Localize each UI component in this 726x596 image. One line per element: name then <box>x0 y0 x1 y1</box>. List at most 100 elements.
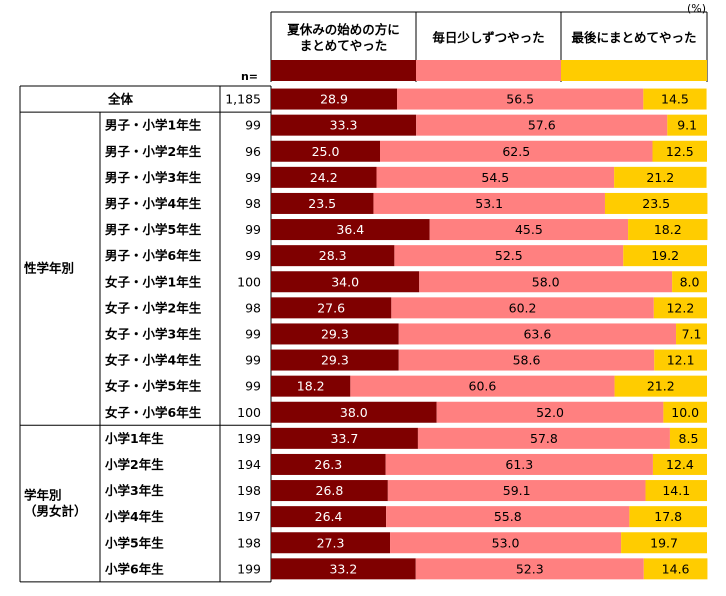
bar-r13-s1 <box>417 427 670 449</box>
bar-r8-s0 <box>271 297 392 319</box>
bar-r17-s2 <box>621 532 707 554</box>
bar-r0-s0 <box>271 88 398 110</box>
value-label-r10-s1: 58.6 <box>513 353 541 368</box>
category-label-3: 男子・小学3年生 <box>105 170 202 185</box>
legend-swatch-0 <box>271 60 416 81</box>
value-label-r6-s1: 52.5 <box>495 248 523 263</box>
legend-label-0: 夏休みの始めの方にまとめてやった <box>286 22 400 53</box>
category-label-10: 女子・小学4年生 <box>105 353 202 368</box>
value-label-r2-s1: 62.5 <box>502 144 530 159</box>
value-label-r5-s1: 45.5 <box>515 222 543 237</box>
value-label-r6-s0: 28.3 <box>319 248 347 263</box>
n-value-4: 98 <box>245 196 261 211</box>
category-label-2: 男子・小学2年生 <box>105 144 202 159</box>
value-label-r8-s0: 27.6 <box>317 300 345 315</box>
value-label-r12-s1: 52.0 <box>536 405 564 420</box>
n-value-13: 199 <box>237 431 261 446</box>
category-label-11: 女子・小学5年生 <box>105 379 202 394</box>
bar-r17-s1 <box>390 532 622 554</box>
bar-r13-s2 <box>669 427 707 449</box>
bar-r5-s0 <box>271 219 430 241</box>
n-value-16: 197 <box>237 509 261 524</box>
value-label-r11-s2: 21.2 <box>647 379 675 394</box>
value-label-r2-s0: 25.0 <box>312 144 340 159</box>
value-label-r18-s0: 33.2 <box>329 561 357 576</box>
value-label-r11-s1: 60.6 <box>469 379 497 394</box>
n-value-0: 1,185 <box>225 92 261 107</box>
n-value-10: 99 <box>245 353 261 368</box>
bar-r8-s1 <box>391 297 654 319</box>
category-label-1: 男子・小学1年生 <box>105 118 202 133</box>
bar-r14-s1 <box>385 453 653 475</box>
bar-r4-s0 <box>271 192 374 214</box>
bar-r9-s2 <box>676 323 707 345</box>
value-label-r0-s1: 56.5 <box>506 92 534 107</box>
bar-r18-s2 <box>643 558 708 580</box>
value-label-r7-s1: 58.0 <box>532 274 560 289</box>
value-label-r1-s2: 9.1 <box>677 118 697 133</box>
n-value-15: 198 <box>237 483 261 498</box>
value-label-r1-s1: 57.6 <box>528 118 556 133</box>
bars: 28.9 56.5 14.5 33.3 57.6 9.1 25.0 62.5 12.5 24.2 5… <box>271 88 708 580</box>
bar-r7-s1 <box>419 271 673 293</box>
bar-r3-s1 <box>376 166 615 188</box>
value-label-r3-s2: 21.2 <box>646 170 674 185</box>
value-label-r2-s2: 12.5 <box>666 144 694 159</box>
category-label-8: 女子・小学2年生 <box>105 300 202 315</box>
bar-r15-s1 <box>387 480 646 502</box>
category-label-17: 小学5年生 <box>104 535 164 550</box>
category-label-0: 全体 <box>107 92 134 107</box>
bar-r2-s0 <box>271 140 380 162</box>
value-label-r17-s0: 27.3 <box>317 535 345 550</box>
value-label-r18-s1: 52.3 <box>516 561 544 576</box>
category-label-7: 女子・小学1年生 <box>105 274 202 289</box>
bar-r10-s2 <box>654 349 707 371</box>
bar-r14-s2 <box>652 453 707 475</box>
category-label-12: 女子・小学6年生 <box>105 405 202 420</box>
value-label-r17-s2: 19.7 <box>650 535 678 550</box>
n-value-9: 99 <box>245 326 261 341</box>
bar-r2-s2 <box>652 140 707 162</box>
n-value-11: 99 <box>245 379 261 394</box>
value-label-r15-s1: 59.1 <box>503 483 531 498</box>
n-value-8: 98 <box>245 300 261 315</box>
bar-r4-s2 <box>604 192 708 214</box>
n-value-2: 96 <box>245 144 261 159</box>
value-label-r18-s2: 14.6 <box>662 561 690 576</box>
value-label-r4-s0: 23.5 <box>308 196 336 211</box>
value-label-r0-s2: 14.5 <box>661 92 689 107</box>
value-label-r15-s0: 26.8 <box>316 483 344 498</box>
bar-r17-s0 <box>271 532 391 554</box>
value-label-r6-s2: 19.2 <box>651 248 679 263</box>
value-label-r13-s1: 57.8 <box>530 431 558 446</box>
bar-r0-s2 <box>643 88 707 110</box>
bar-r6-s1 <box>394 245 624 267</box>
value-label-r3-s1: 54.5 <box>481 170 509 185</box>
bar-r16-s0 <box>271 506 387 528</box>
value-label-r16-s2: 17.8 <box>654 509 682 524</box>
legend-swatch-2 <box>561 60 707 81</box>
bar-r18-s0 <box>271 558 416 580</box>
category-label-5: 男子・小学5年生 <box>105 222 202 237</box>
value-label-r12-s0: 38.0 <box>340 405 368 420</box>
value-label-r13-s2: 8.5 <box>679 431 699 446</box>
value-label-r10-s0: 29.3 <box>321 353 349 368</box>
n-value-18: 199 <box>237 561 261 576</box>
value-label-r3-s0: 24.2 <box>310 170 338 185</box>
value-label-r10-s2: 12.1 <box>667 353 695 368</box>
group-label-2: 学年別（男女計） <box>24 488 87 519</box>
value-label-r9-s1: 63.6 <box>523 326 551 341</box>
bar-r12-s0 <box>271 401 437 423</box>
value-label-r15-s2: 14.1 <box>662 483 690 498</box>
bar-r13-s0 <box>271 427 418 449</box>
n-header: n= <box>241 70 258 83</box>
legend-swatch-1 <box>416 60 561 81</box>
bar-r4-s1 <box>373 192 605 214</box>
value-label-r4-s2: 23.5 <box>642 196 670 211</box>
value-label-r14-s0: 26.3 <box>314 457 342 472</box>
bar-r0-s1 <box>397 88 644 110</box>
group-label-1: 性学年別 <box>23 261 74 276</box>
bar-r16-s1 <box>386 506 630 528</box>
value-label-r7-s2: 8.0 <box>680 274 700 289</box>
